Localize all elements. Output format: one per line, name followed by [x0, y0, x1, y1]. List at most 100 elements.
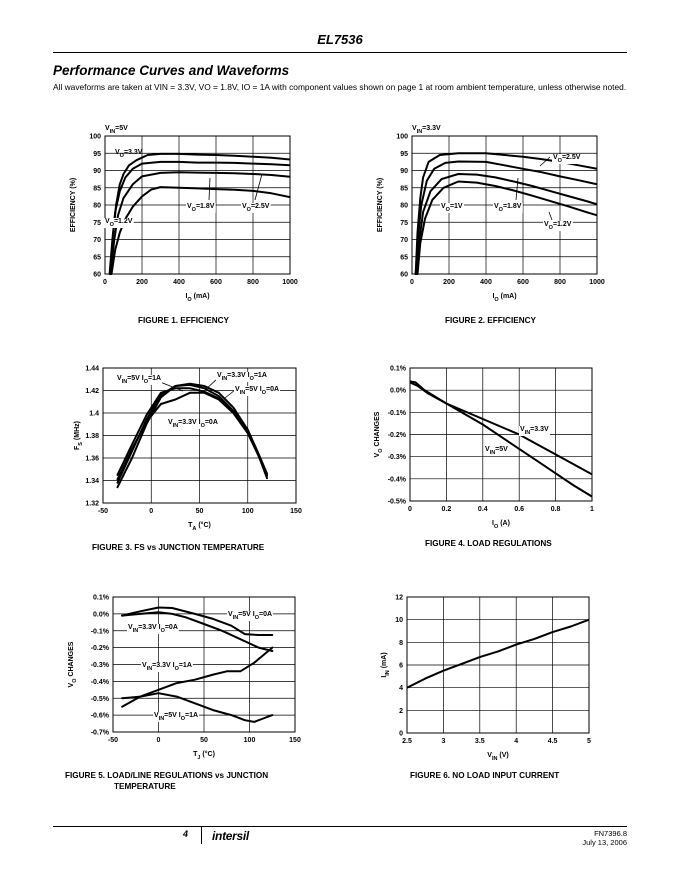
series-group [407, 618, 589, 689]
annotation-label-text: =1A [185, 712, 198, 719]
load-line-regulation-temperature-chart: -50 0 50 100 150 -0.7% -0.6% -0.5% -0.4% -0.3% -0.… [65, 585, 315, 775]
doc-number: FN7396.8 [594, 829, 627, 838]
grid [406, 596, 590, 734]
annotation-label-text: =3.3V [227, 372, 247, 379]
y-axis-label: IIN (mA) [381, 652, 391, 677]
series-line-vin-5v-io-0a [121, 606, 274, 636]
load-regulation-chart: 0 0.2 0.4 0.6 0.8 1 -0.5% -0.4% -0.3% -0.2% -0.1% 0… [365, 358, 615, 543]
footer-separator [201, 827, 202, 844]
annotation-label: VO=2.5V [553, 154, 581, 164]
annotation-label-subscript: O [247, 207, 252, 213]
annotation-label-text: =3.3V [422, 125, 441, 132]
annotation-leader [204, 378, 218, 391]
y-tick-label: -0.7% [91, 730, 110, 737]
annotation-label-text: V [154, 712, 159, 719]
y-tick-label: -0.4% [91, 679, 110, 686]
x-tick-label: 0 [157, 737, 161, 744]
annotation-label-bg [153, 712, 200, 722]
y-axis-label-subscript: O [378, 448, 384, 453]
annotation-label: VIN=3.3V IO=1A [142, 662, 192, 672]
annotation-label: VIN=3.3V IO=1A [217, 372, 267, 382]
x-tick-label: 3.5 [475, 738, 485, 745]
y-tick-label: 1.42 [85, 388, 99, 395]
annotation-leader [515, 177, 519, 201]
y-tick-label: 95 [400, 151, 408, 158]
x-tick-label: 0.8 [551, 506, 561, 513]
annotation-leader [548, 211, 553, 221]
x-tick-label: 800 [554, 279, 566, 286]
fig5-svg: -50 0 50 100 150 -0.7% -0.6% -0.5% -0.4% -0.3% -0.… [68, 595, 301, 762]
annotation-label-text: V [553, 154, 558, 161]
annotation-label-bg [141, 662, 193, 672]
annotation-label-text: V [494, 203, 499, 210]
x-axis-label-text: (°C) [200, 750, 214, 758]
annotation-label-subscript: IN [110, 129, 116, 135]
x-axis-label-text: T [193, 751, 198, 758]
y-tick-label: 65 [400, 254, 408, 261]
annotation-label-text: =5V [127, 375, 142, 382]
y-tick-label: 90 [400, 168, 408, 175]
series-line-vin-3-3v-io-0a [121, 611, 274, 652]
x-tick-label: 0.4 [478, 506, 488, 513]
annotation-label-subscript: IN [240, 390, 246, 396]
series-group [410, 380, 592, 498]
figure-5-caption: FIGURE 5. LOAD/LINE REGULATIONS vs JUNCT… [65, 770, 268, 792]
y-axis-label: VO CHANGES [374, 411, 384, 457]
annotation-label-text: V [242, 203, 247, 210]
x-tick-label: 150 [290, 508, 302, 515]
x-axis-label-text: (A) [498, 520, 510, 527]
annotation-label-bg [241, 203, 271, 213]
annotation-label-subscript: O [181, 716, 186, 722]
annotation-label-text: =0A [205, 419, 218, 426]
y-axis-label: VO CHANGES [68, 641, 78, 687]
y-axis-label-subscript: O [72, 678, 78, 683]
series-line-vin-3-3v [410, 380, 592, 476]
x-tick-label: 800 [247, 279, 259, 286]
annotation-label-subscript: O [144, 379, 149, 385]
y-tick-label: 60 [400, 272, 408, 279]
annotation-label-text: =0A [165, 624, 178, 631]
annotation-label-subscript: O [175, 666, 180, 672]
y-tick-label: 0.1% [390, 366, 407, 373]
x-tick-label: 2.5 [402, 738, 412, 745]
x-tick-label: 50 [196, 508, 204, 515]
y-tick-label: 80 [400, 203, 408, 210]
annotation-label-text: V [128, 624, 133, 631]
annotation-label-text: =5V [115, 125, 128, 132]
annotation-label-text: V [217, 372, 222, 379]
y-tick-label: 60 [93, 272, 101, 279]
annotation-label-text: I [253, 611, 255, 618]
y-tick-label: 1.34 [85, 478, 99, 485]
x-tick-label: 0 [410, 279, 414, 286]
annotation-leader [159, 381, 184, 392]
y-tick-label: 70 [400, 237, 408, 244]
x-tick-label: 100 [244, 737, 256, 744]
x-tick-label: 1000 [282, 279, 298, 286]
annotation-label: VO=2.5V [242, 203, 270, 213]
y-axis-label-text: (mA) [381, 652, 388, 670]
annotation-label-bg [543, 221, 573, 231]
series-line-vin-3-3v-io-0a [116, 391, 268, 481]
series-group [121, 606, 274, 723]
y-tick-label: 100 [396, 134, 408, 141]
annotation-label-bg [484, 446, 510, 456]
y-tick-label: 85 [93, 185, 101, 192]
annotation-label-subscript: IN [173, 423, 179, 429]
x-tick-label: 400 [480, 279, 492, 286]
annotation-label-text: V [228, 611, 233, 618]
x-axis-label-subscript: IN [492, 756, 498, 762]
annotation-label-text: =5V [495, 446, 508, 453]
annotation-label-text: I [142, 375, 144, 382]
plot-frame [112, 596, 296, 733]
x-tick-label: 4 [514, 738, 518, 745]
annotation-label-bg [440, 203, 464, 213]
x-axis-label: IO (mA) [185, 293, 209, 303]
x-tick-label: 400 [173, 279, 185, 286]
x-tick-label: 3 [441, 738, 445, 745]
x-axis-label-subscript: J [197, 755, 200, 761]
annotation-label: VO=1.2V [544, 221, 572, 231]
x-tick-label: 0 [149, 508, 153, 515]
annotation-leader [208, 177, 211, 201]
annotation-label-text: V [142, 662, 147, 669]
